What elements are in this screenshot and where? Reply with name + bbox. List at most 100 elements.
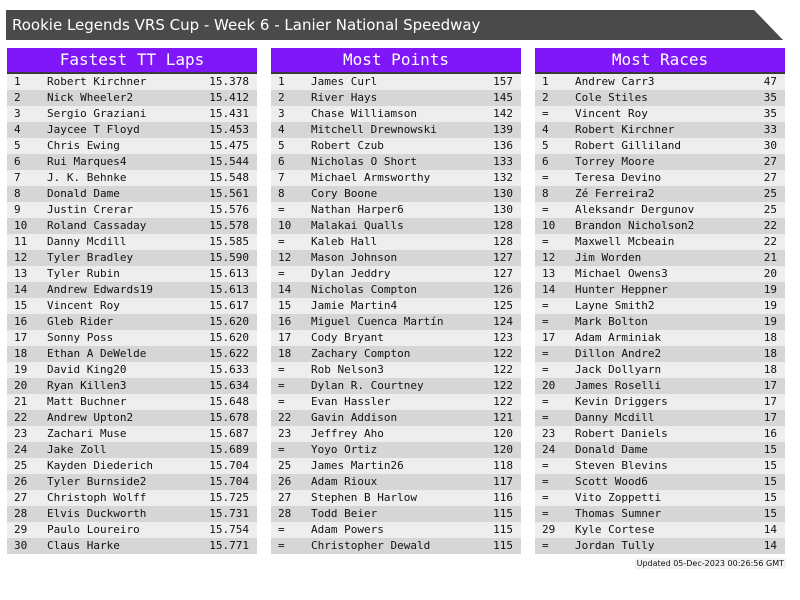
rank-cell: 4 (542, 123, 549, 136)
driver-name: Brandon Nicholson2 (575, 219, 695, 232)
rank-cell: = (542, 395, 549, 408)
table-row: 12 Jim Worden 21 (535, 250, 785, 266)
value-cell: 117 (493, 475, 513, 488)
value-cell: 15.648 (209, 395, 249, 408)
driver-name: Scott Wood6 (575, 475, 648, 488)
driver-name: Paulo Loureiro (47, 523, 140, 536)
rank-cell: 13 (542, 267, 556, 280)
driver-name: Aleksandr Dergunov (575, 203, 695, 216)
value-cell: 22 (763, 235, 777, 248)
rank-cell: = (278, 235, 285, 248)
value-cell: 122 (493, 363, 513, 376)
driver-name: Christoph Wolff (47, 491, 147, 504)
rank-cell: 16 (278, 315, 292, 328)
table-row: 8 Zé Ferreira2 25 (535, 186, 785, 202)
driver-name: David King20 (47, 363, 127, 376)
table-row: 1 Andrew Carr3 47 (535, 74, 785, 90)
table-row: 5 Robert Czub 136 (271, 138, 521, 154)
value-cell: 17 (763, 395, 777, 408)
driver-name: Danny Mcdill (575, 411, 655, 424)
table-row: 6 Rui Marques4 15.544 (7, 154, 257, 170)
rank-cell: 17 (278, 331, 292, 344)
value-cell: 18 (763, 363, 777, 376)
value-cell: 130 (493, 203, 513, 216)
driver-name: Chase Williamson (311, 107, 417, 120)
value-cell: 120 (493, 443, 513, 456)
value-cell: 127 (493, 267, 513, 280)
table-row: 2 Nick Wheeler2 15.412 (7, 90, 257, 106)
table-row: 12 Tyler Bradley 15.590 (7, 250, 257, 266)
rank-cell: 8 (14, 187, 21, 200)
rank-cell: 12 (14, 251, 28, 264)
value-cell: 122 (493, 395, 513, 408)
rank-cell: 26 (14, 475, 28, 488)
table-row: 24 Donald Dame 15 (535, 442, 785, 458)
table-row: 6 Nicholas O Short 133 (271, 154, 521, 170)
driver-name: Jim Worden (575, 251, 642, 264)
driver-name: Dylan Jeddry (311, 267, 391, 280)
driver-name: Robert Kirchner (575, 123, 675, 136)
driver-name: Teresa Devino (575, 171, 662, 184)
rank-cell: = (278, 539, 285, 552)
rank-cell: 23 (14, 427, 28, 440)
value-cell: 115 (493, 539, 513, 552)
rank-cell: 19 (14, 363, 28, 376)
driver-name: Donald Dame (575, 443, 648, 456)
table-row: 2 River Hays 145 (271, 90, 521, 106)
driver-name: Nicholas O Short (311, 155, 417, 168)
driver-name: Vincent Roy (47, 299, 120, 312)
value-cell: 22 (763, 219, 777, 232)
rank-cell: = (542, 235, 549, 248)
driver-name: Zachary Compton (311, 347, 411, 360)
value-cell: 19 (763, 315, 777, 328)
value-cell: 15.725 (209, 491, 249, 504)
driver-name: Jaycee T Floyd (47, 123, 140, 136)
value-cell: 15 (763, 491, 777, 504)
rank-cell: 29 (542, 523, 556, 536)
driver-name: Christopher Dewald (311, 539, 431, 552)
rank-cell: 4 (278, 123, 285, 136)
table-row: 29 Paulo Loureiro 15.754 (7, 522, 257, 538)
driver-name: Danny Mcdill (47, 235, 127, 248)
rank-cell: 6 (542, 155, 549, 168)
table-row: 18 Ethan A DeWelde 15.622 (7, 346, 257, 362)
value-cell: 25 (763, 187, 777, 200)
rank-cell: 5 (542, 139, 549, 152)
value-cell: 15.548 (209, 171, 249, 184)
table-row: 22 Gavin Addison 121 (271, 410, 521, 426)
value-cell: 15.678 (209, 411, 249, 424)
table-row: 10 Roland Cassaday 15.578 (7, 218, 257, 234)
rank-cell: 12 (278, 251, 292, 264)
driver-name: Andrew Edwards19 (47, 283, 153, 296)
table-row: 8 Donald Dame 15.561 (7, 186, 257, 202)
driver-name: Donald Dame (47, 187, 120, 200)
table-row: 4 Robert Kirchner 33 (535, 122, 785, 138)
value-cell: 27 (763, 155, 777, 168)
value-cell: 15.617 (209, 299, 249, 312)
value-cell: 15.620 (209, 331, 249, 344)
table-row: 2 Cole Stiles 35 (535, 90, 785, 106)
driver-name: Adam Powers (311, 523, 384, 536)
driver-name: Cory Boone (311, 187, 378, 200)
value-cell: 15.620 (209, 315, 249, 328)
board-most-points: Most Points 1 James Curl 157 2 River Hays 145… (271, 48, 521, 554)
rank-cell: = (542, 507, 549, 520)
rank-cell: = (542, 315, 549, 328)
table-row: 1 Robert Kirchner 15.378 (7, 74, 257, 90)
driver-name: Rob Nelson3 (311, 363, 384, 376)
table-row: 25 Kayden Diederich 15.704 (7, 458, 257, 474)
value-cell: 15.634 (209, 379, 249, 392)
table-row: 12 Mason Johnson 127 (271, 250, 521, 266)
value-cell: 15.613 (209, 267, 249, 280)
driver-name: Adam Rioux (311, 475, 378, 488)
value-cell: 15.453 (209, 123, 249, 136)
value-cell: 121 (493, 411, 513, 424)
board-most-races: Most Races 1 Andrew Carr3 47 2 Cole Stiles 35… (535, 48, 785, 554)
rank-cell: 15 (14, 299, 28, 312)
driver-name: Hunter Heppner (575, 283, 668, 296)
table-row: = Jordan Tully 14 (535, 538, 785, 554)
board-title: Fastest TT Laps (7, 48, 257, 74)
value-cell: 139 (493, 123, 513, 136)
rank-cell: 1 (542, 75, 549, 88)
driver-name: Mason Johnson (311, 251, 398, 264)
